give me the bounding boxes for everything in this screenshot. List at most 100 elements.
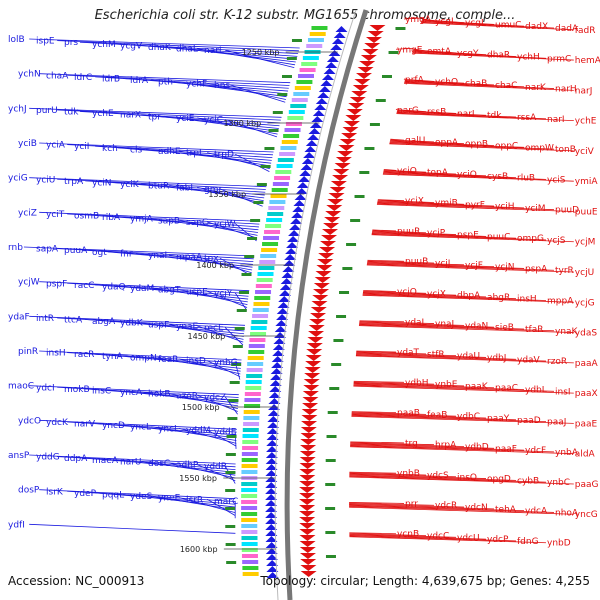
reverse-gene-arrow [301, 409, 318, 415]
ruler-label: 1250 kbp [242, 48, 280, 57]
left-gene-label: yncA [120, 388, 143, 398]
reverse-gene-arrow [299, 475, 316, 481]
right-gene-label: fdnG [517, 537, 539, 547]
left-leader-line [39, 350, 242, 361]
right-leader-line [349, 534, 487, 540]
reverse-gene-arrow [299, 547, 316, 553]
right-leader-line [362, 294, 574, 303]
right-leader-line [349, 505, 525, 512]
feature-block [280, 146, 297, 150]
left-gene-label: ychN [18, 70, 41, 80]
right-leader-line [349, 475, 547, 483]
left-leader-line [95, 284, 249, 297]
forward-gene-arrow [308, 128, 321, 134]
right-leader-line [349, 535, 517, 542]
right-gene-label: ycjS [547, 236, 566, 246]
feature-tick [225, 507, 236, 510]
feature-tick [336, 315, 347, 318]
feature-block [253, 302, 270, 306]
reverse-gene-arrow [306, 343, 323, 349]
feature-block [242, 566, 259, 570]
feature-block [309, 32, 326, 36]
right-gene-label: ycjX [427, 289, 446, 299]
right-gene-label: tfaR [525, 325, 543, 335]
left-leader-line [107, 251, 253, 265]
reverse-gene-arrow [364, 43, 381, 49]
feature-block [294, 86, 311, 90]
right-gene-label: ydcN [465, 503, 488, 513]
feature-block [241, 488, 258, 492]
forward-gene-arrow [307, 134, 320, 140]
feature-tick [228, 399, 239, 402]
right-gene-label: ydcP [487, 535, 509, 545]
left-gene-label: uspE [186, 287, 208, 297]
left-leader-line [141, 114, 279, 129]
right-leader-line [377, 201, 495, 207]
feature-block [293, 92, 310, 96]
left-gene-label: btuR [148, 182, 169, 192]
right-leader-line [390, 140, 465, 145]
forward-gene-arrow [265, 554, 278, 560]
left-leader-line [224, 466, 236, 484]
feature-block [246, 368, 263, 372]
feature-block [279, 152, 296, 156]
forward-gene-arrow [267, 422, 280, 428]
feature-block [241, 506, 258, 510]
forward-gene-arrow [266, 446, 279, 452]
forward-gene-arrow [265, 482, 278, 488]
forward-gene-arrow [265, 506, 278, 512]
forward-gene-arrow [330, 44, 343, 50]
forward-gene-arrow [295, 188, 308, 194]
feature-tick [256, 183, 267, 186]
left-gene-label: yciC [204, 116, 223, 126]
right-leader-line [382, 173, 574, 182]
feature-block [259, 260, 276, 264]
forward-gene-arrow [265, 530, 278, 536]
right-gene-label: ydaN [465, 321, 488, 331]
feature-block [241, 554, 258, 558]
right-gene-label: chaC [495, 81, 517, 91]
right-gene-label: yciO [397, 166, 417, 176]
feature-block [254, 296, 271, 300]
feature-tick [331, 363, 342, 366]
reverse-gene-arrow [302, 391, 319, 397]
right-gene-label: oppA [435, 138, 459, 148]
left-gene-label: hns [214, 81, 230, 91]
reverse-gene-arrow [328, 193, 345, 199]
reverse-gene-arrow [332, 175, 349, 181]
reverse-gene-arrow [299, 505, 316, 511]
reverse-gene-arrow [305, 361, 322, 367]
feature-block [269, 200, 286, 204]
right-gene-label: ycjP [427, 229, 446, 239]
right-leader-line [396, 111, 517, 118]
left-leader-line [85, 388, 239, 401]
feature-block [252, 308, 269, 312]
reverse-gene-arrow [304, 367, 321, 373]
feature-tick [231, 363, 242, 366]
left-leader-line [29, 177, 267, 188]
forward-gene-arrow [288, 230, 301, 236]
right-gene-label: fadR [575, 26, 596, 36]
right-leader-line [349, 476, 574, 485]
forward-gene-arrow [293, 200, 306, 206]
feature-block [262, 242, 279, 246]
right-gene-label: emtA [427, 47, 452, 57]
left-gene-label: ychM [92, 40, 116, 50]
forward-gene-arrow [289, 224, 302, 230]
forward-gene-arrow [315, 98, 328, 104]
right-leader-line [371, 231, 487, 237]
left-leader-line [225, 49, 295, 68]
left-gene-label: ydcK [46, 418, 69, 428]
feature-tick [225, 543, 236, 546]
right-leader-line [412, 52, 574, 61]
ruler-label: 1300 kbp [223, 119, 261, 128]
feature-tick [247, 237, 258, 240]
left-gene-label: yncI [158, 424, 177, 434]
left-leader-line [85, 319, 245, 332]
reverse-gene-arrow [339, 139, 356, 145]
left-gene-label: prs [64, 38, 78, 48]
right-gene-label: pyrF [465, 200, 485, 210]
right-leader-line [356, 352, 457, 357]
feature-block [243, 416, 260, 420]
forward-gene-arrow [270, 374, 283, 380]
